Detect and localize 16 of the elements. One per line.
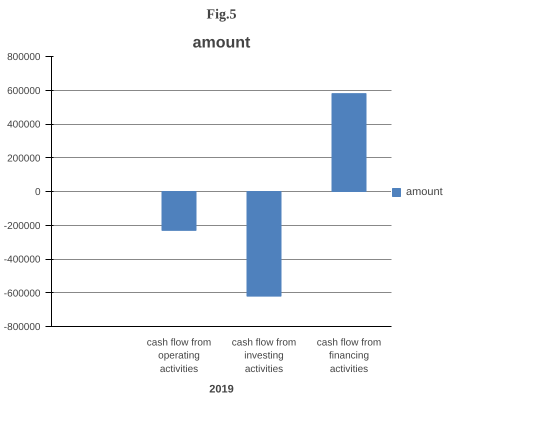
text: 2019	[209, 384, 234, 396]
y-tick-label: 600000	[7, 86, 41, 97]
legend-label: amount	[406, 186, 443, 198]
y-tick-label: 0	[34, 187, 41, 198]
y-tick-label: -600000	[4, 288, 41, 300]
y-tick-label: -400000	[4, 254, 41, 266]
x-tick-label: cash flow from operating activities	[146, 338, 212, 375]
y-tick-label: 400000	[7, 120, 41, 130]
x-tick-label: cash flow from financing activities	[316, 338, 382, 375]
x-tick-label: cash flow from investing activities	[232, 338, 296, 375]
chart-title: amount	[192, 34, 252, 52]
caption: Fig.5	[206, 8, 236, 22]
y-tick-label: -800000	[4, 322, 41, 333]
y-tick-label: -200000	[4, 220, 41, 232]
y-tick-label: 800000	[7, 52, 41, 63]
y-tick-label: 200000	[7, 153, 41, 164]
